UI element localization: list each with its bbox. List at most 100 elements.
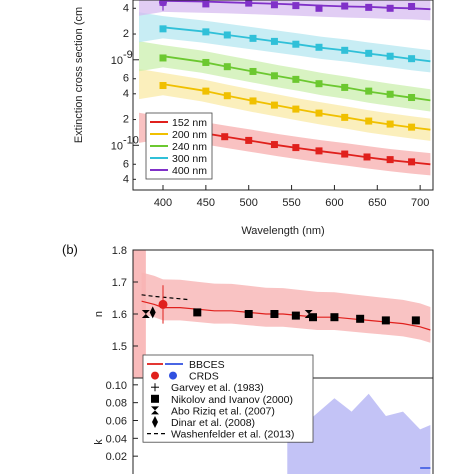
y-decade-label-0: 10 bbox=[111, 55, 123, 67]
panel-b-label: (b) bbox=[62, 242, 78, 257]
series-point-1-2 bbox=[223, 92, 231, 100]
series-point-2-1 bbox=[202, 58, 210, 66]
legend-entry-3: Nikolov and Ivanov (2000) bbox=[171, 394, 293, 406]
panel-k-bands bbox=[287, 393, 431, 474]
series-point-0-8 bbox=[363, 153, 371, 161]
panel-a-x-axis-label: Wavelength (nm) bbox=[241, 225, 324, 237]
legend-marker-3 bbox=[151, 394, 159, 403]
series-point-3-10 bbox=[408, 55, 416, 63]
x-tick-label-4: 600 bbox=[325, 197, 343, 209]
n-y-tick-label-0: 1.8 bbox=[112, 245, 127, 257]
panel-a-frame bbox=[132, 0, 434, 191]
y-minor-label-4: 2 bbox=[123, 114, 129, 126]
panel-a-x-ticks: 400 450 500 550 600 650 700 bbox=[154, 185, 429, 209]
k-y-tick-label-4: 0.02 bbox=[106, 451, 127, 463]
panel-k-y-ticks: 0.10 0.08 0.06 0.04 0.02 bbox=[106, 380, 138, 463]
k-y-tick-label-1: 0.08 bbox=[106, 398, 127, 410]
series-point-4-8 bbox=[386, 4, 394, 12]
series-point-0-3 bbox=[245, 136, 253, 144]
n-y-tick-label-3: 1.5 bbox=[112, 341, 127, 353]
n-y-tick-label-1: 1.7 bbox=[112, 277, 127, 289]
legend-crds-blue bbox=[169, 371, 177, 380]
legend-entry-5: Dinar et al. (2008) bbox=[171, 417, 255, 429]
marker-2-1 bbox=[304, 310, 313, 318]
series-point-4-2 bbox=[245, 0, 253, 7]
series-point-1-7 bbox=[341, 113, 349, 121]
legend-entry-0: BBCES bbox=[189, 359, 225, 371]
marker-1-4 bbox=[309, 313, 317, 322]
marker-1-5 bbox=[330, 313, 339, 322]
marker-0-0 bbox=[158, 299, 168, 309]
k-y-tick-label-3: 0.04 bbox=[106, 433, 127, 445]
series-line-4 bbox=[162, 0, 431, 11]
series-point-2-2 bbox=[223, 63, 231, 71]
series-point-0-9 bbox=[386, 156, 394, 164]
panel-b: (b) 1.8 1.7 1.6 1.5 n bbox=[62, 242, 434, 379]
marker-1-1 bbox=[244, 310, 253, 318]
marker-2-0 bbox=[141, 310, 150, 318]
series-point-2-10 bbox=[408, 94, 416, 102]
panel-a-points bbox=[159, 0, 416, 166]
series-point-1-9 bbox=[386, 120, 394, 128]
legend-marker-2 bbox=[151, 383, 159, 392]
series-point-2-6 bbox=[315, 80, 323, 88]
series-point-0-10 bbox=[408, 158, 416, 166]
series-point-2-8 bbox=[365, 87, 373, 95]
panel-b-y-ticks: 1.8 1.7 1.6 1.5 bbox=[112, 245, 138, 353]
series-point-2-0 bbox=[159, 54, 167, 62]
series-line-1 bbox=[162, 83, 431, 131]
series-point-2-7 bbox=[341, 83, 349, 91]
series-point-3-1 bbox=[202, 28, 210, 36]
legend-entry-2: 240 nm bbox=[172, 141, 207, 153]
series-point-4-3 bbox=[270, 1, 278, 9]
legend-entry-2: Garvey et al. (1983) bbox=[171, 382, 264, 394]
series-point-2-3 bbox=[249, 67, 257, 75]
panel-b-y-axis-label: n bbox=[93, 311, 105, 317]
legend-entry-6: Washenfelder et al. (2013) bbox=[171, 429, 294, 441]
series-point-1-10 bbox=[408, 123, 416, 131]
panel-k-y-axis-label: k bbox=[93, 439, 105, 445]
series-point-2-5 bbox=[292, 75, 300, 83]
series-crds-point-4 bbox=[159, 0, 167, 7]
legend-crds-red bbox=[151, 371, 159, 380]
legend-marker-5 bbox=[152, 416, 158, 428]
series-point-1-1 bbox=[202, 87, 210, 95]
series-point-4-4 bbox=[292, 2, 300, 10]
y-minor-label-2: 6 bbox=[123, 73, 129, 85]
series-point-1-6 bbox=[315, 109, 323, 117]
legend-entry-0: 152 nm bbox=[172, 117, 207, 129]
y-minor-label-6: 4 bbox=[123, 173, 129, 185]
series-point-4-9 bbox=[408, 2, 416, 10]
y-decade-label-1: 10 bbox=[111, 140, 123, 152]
series-point-3-5 bbox=[292, 40, 300, 48]
series-point-1-5 bbox=[292, 105, 300, 113]
legend-entry-4: 400 nm bbox=[172, 165, 207, 177]
series-line-3 bbox=[162, 26, 431, 63]
band-1 bbox=[139, 69, 431, 141]
series-point-0-4 bbox=[270, 141, 278, 149]
series-point-4-6 bbox=[341, 2, 349, 10]
series-point-3-2 bbox=[223, 31, 231, 39]
series-point-2-9 bbox=[386, 90, 394, 98]
series-point-1-0 bbox=[159, 82, 167, 90]
marker-1-8 bbox=[411, 316, 420, 325]
panel-b-markers bbox=[141, 285, 420, 325]
series-point-3-9 bbox=[386, 52, 394, 60]
k-y-tick-label-0: 0.10 bbox=[106, 380, 127, 392]
series-point-0-7 bbox=[341, 150, 349, 158]
y-minor-label-5: 6 bbox=[123, 158, 129, 170]
combined-legend-frame bbox=[142, 354, 314, 443]
x-tick-label-6: 700 bbox=[411, 197, 429, 209]
series-point-3-8 bbox=[365, 49, 373, 57]
series-point-4-7 bbox=[365, 3, 373, 11]
series-point-3-4 bbox=[270, 37, 278, 45]
marker-1-6 bbox=[356, 314, 365, 323]
legend-entry-1: CRDS bbox=[189, 371, 219, 383]
series-point-3-7 bbox=[341, 46, 349, 54]
y-minor-label-3: 4 bbox=[123, 88, 129, 100]
k-y-tick-label-2: 0.06 bbox=[106, 415, 127, 427]
